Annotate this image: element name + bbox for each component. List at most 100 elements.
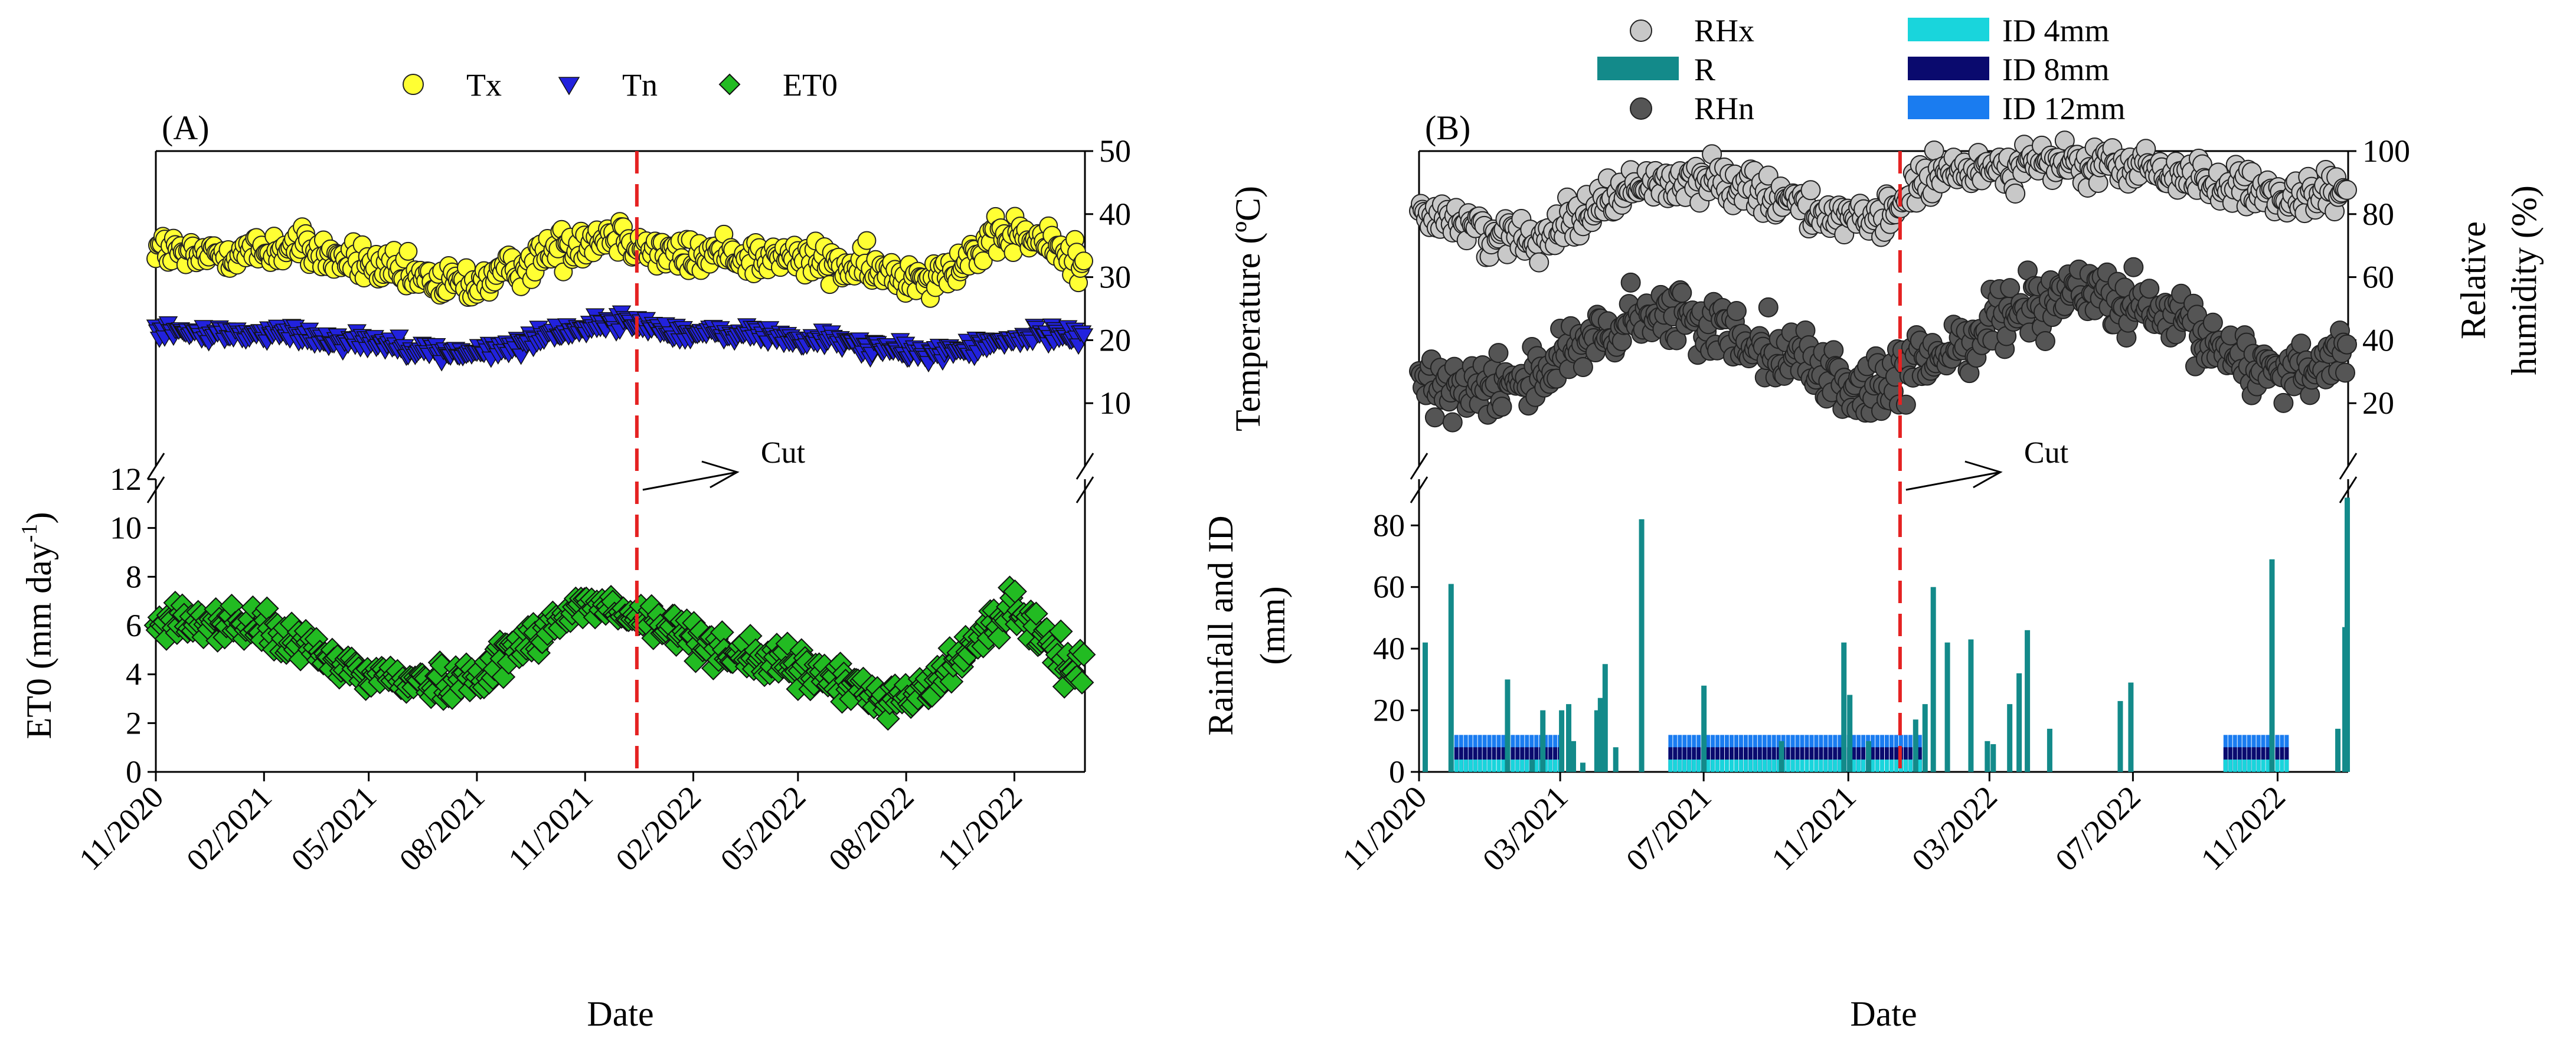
label-part: ) [19,512,58,524]
data-point [2337,179,2358,200]
irrigation-bar [1819,747,1823,772]
rainfall-bar [2345,497,2351,772]
axis-break-mark [146,453,165,480]
irrigation-bar [1809,760,1814,772]
lower-y-tick-label: 0 [1389,754,1405,790]
irrigation-bar [1668,747,1673,772]
data-point [1529,252,1549,273]
irrigation-bar [2266,747,2270,772]
lower-y-tick-label: 0 [126,754,142,790]
irrigation-bar [1473,760,1477,772]
x-tick-label: 07/2021 [1619,779,1718,878]
data-point [875,706,900,731]
rainfall-bar [1847,695,1853,772]
data-point [2337,334,2358,355]
irrigation-bar [2237,747,2242,772]
legend-label: RHn [1694,91,1754,126]
cut-arrow-shaft [1905,471,2001,491]
data-point [2139,279,2160,299]
irrigation-bar [1482,747,1487,772]
rainfall-bar [1613,747,1619,772]
upper-y-axis-label: Relative [2454,221,2493,339]
data-point [429,653,454,677]
lower-y-tick-label: 6 [126,608,142,643]
rainfall-bar [1505,679,1511,772]
irrigation-bar [1917,760,1922,772]
irrigation-bar [1852,747,1856,772]
legend-item: RHx [1630,13,1754,48]
irrigation-bar [1720,747,1725,772]
data-point [1666,330,1687,351]
irrigation-bar [1482,760,1487,772]
irrigation-bar [1454,747,1459,772]
irrigation-bar [1889,747,1894,772]
irrigation-bar [1884,747,1889,772]
upper-y-tick-label: 20 [2362,385,2394,421]
irrigation-bar [2261,747,2266,772]
series-r [1422,497,2351,772]
series-et0 [143,575,1096,731]
axis-break-mark [146,476,165,503]
irrigation-bar [1473,747,1477,772]
irrigation-bar [1748,760,1753,772]
rainfall-bar [1990,744,1996,772]
series-tx [146,207,1094,308]
irrigation-bar [1711,760,1715,772]
upper-y-tick-label: 20 [1099,322,1131,358]
irrigation-bar [1767,760,1771,772]
irrigation-bar [2247,747,2251,772]
irrigation-bar [1520,747,1525,772]
irrigation-bar [1463,760,1468,772]
irrigation-bar [1734,760,1738,772]
rainfall-bar [2007,704,2013,772]
irrigation-bar [1544,747,1548,772]
irrigation-bar [1795,747,1800,772]
data-point [973,251,993,271]
data-point [1074,251,1094,271]
irrigation-bar [1889,760,1894,772]
legend-marker [1630,97,1652,120]
lower-y-tick-label: 8 [126,559,142,594]
data-point [1071,642,1096,667]
legend-swatch [1908,57,1989,80]
rainfall-bar [1566,704,1572,772]
upper-y-tick-label: 40 [2362,322,2394,358]
irrigation-bar [1496,760,1501,772]
irrigation-bar [1729,760,1734,772]
irrigation-bar [1511,747,1515,772]
rainfall-bar [2335,728,2341,772]
lower-y-tick-label: 60 [1373,569,1405,605]
rainfall-bar [1913,719,1918,772]
x-tick-label: 11/2020 [1335,779,1433,877]
irrigation-bar [1477,760,1482,772]
data-point [1070,670,1094,695]
data-point [1424,407,1445,428]
irrigation-bar [1738,747,1743,772]
irrigation-bar [1501,760,1506,772]
irrigation-bar [1715,760,1720,772]
irrigation-bar [1520,760,1525,772]
irrigation-bar [1548,747,1553,772]
irrigation-bar [1852,760,1856,772]
x-tick-label: 11/2022 [2194,779,2292,877]
irrigation-bar [2280,747,2284,772]
irrigation-bar [1696,747,1701,772]
irrigation-bar [1884,760,1889,772]
irrigation-bar [1819,760,1823,772]
irrigation-bar [1903,760,1908,772]
data-point [2202,312,2223,333]
irrigation-bar [2228,747,2232,772]
irrigation-bar [2280,760,2284,772]
irrigation-bar [1762,747,1767,772]
irrigation-bar [1786,747,1790,772]
upper-y-axis-label: humidity (%) [2505,185,2544,375]
irrigation-bar [1856,760,1861,772]
irrigation-bar [2247,760,2251,772]
legend-swatch [1908,96,1989,119]
legend-marker [558,77,580,96]
data-point [1800,180,1821,201]
series-rhx [1409,130,2358,273]
cut-label: Cut [761,436,806,470]
irrigation-bar [2237,760,2242,772]
irrigation-bar [1894,747,1898,772]
